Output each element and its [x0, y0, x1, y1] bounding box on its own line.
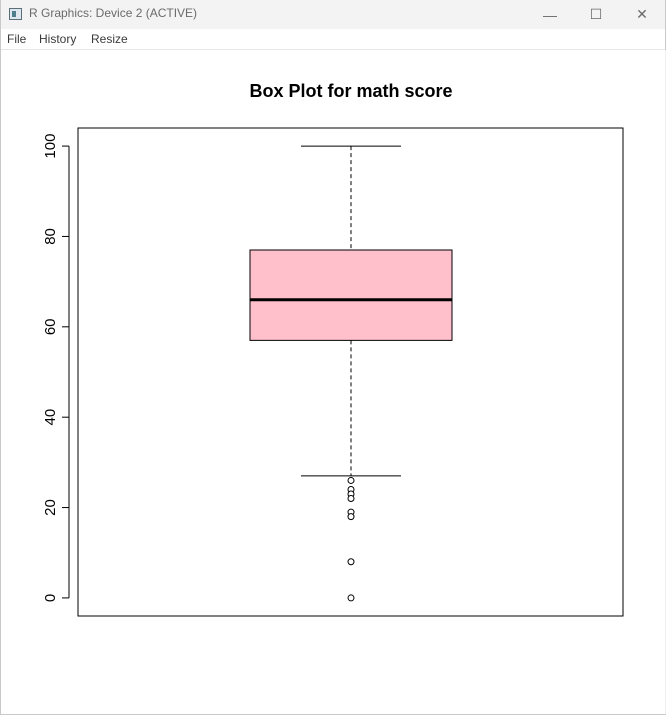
- y-tick-label-40: 40: [42, 409, 59, 426]
- y-tick-label-60: 60: [42, 318, 59, 335]
- y-tick-label-0: 0: [42, 594, 59, 602]
- outlier-point-3: [347, 495, 355, 503]
- outlier-point-7: [347, 594, 355, 602]
- plot-frame: [77, 127, 624, 617]
- iqr-box: [249, 249, 453, 341]
- chart-title: Box Plot for math score: [249, 81, 452, 101]
- outlier-point-5: [347, 513, 355, 521]
- close-icon: ✕: [636, 6, 648, 22]
- title-bar[interactable]: R Graphics: Device 2 (ACTIVE) — ☐ ✕: [1, 0, 665, 29]
- maximize-icon: ☐: [589, 6, 603, 22]
- maximize-button[interactable]: ☐: [573, 0, 619, 29]
- outlier-point-0: [347, 476, 355, 484]
- boxplot-chart: Box Plot for math score 0 20 40 60 80 100: [42, 81, 624, 617]
- y-tick-label-100: 100: [42, 134, 59, 159]
- menu-bar: File History Resize: [1, 29, 665, 50]
- menu-file[interactable]: File: [7, 32, 27, 46]
- r-graphics-app-icon: [9, 8, 22, 20]
- menu-resize[interactable]: Resize: [91, 32, 128, 46]
- window-title: R Graphics: Device 2 (ACTIVE): [29, 6, 198, 20]
- y-tick-label-80: 80: [42, 228, 59, 245]
- menu-history[interactable]: History: [39, 32, 77, 46]
- minimize-button[interactable]: —: [527, 0, 573, 29]
- plot-area: Box Plot for math score 0 20 40 60 80 100: [1, 50, 665, 714]
- y-tick-label-20: 20: [42, 499, 59, 516]
- outlier-point-6: [347, 558, 355, 566]
- minimize-icon: —: [543, 6, 557, 23]
- close-button[interactable]: ✕: [619, 0, 665, 29]
